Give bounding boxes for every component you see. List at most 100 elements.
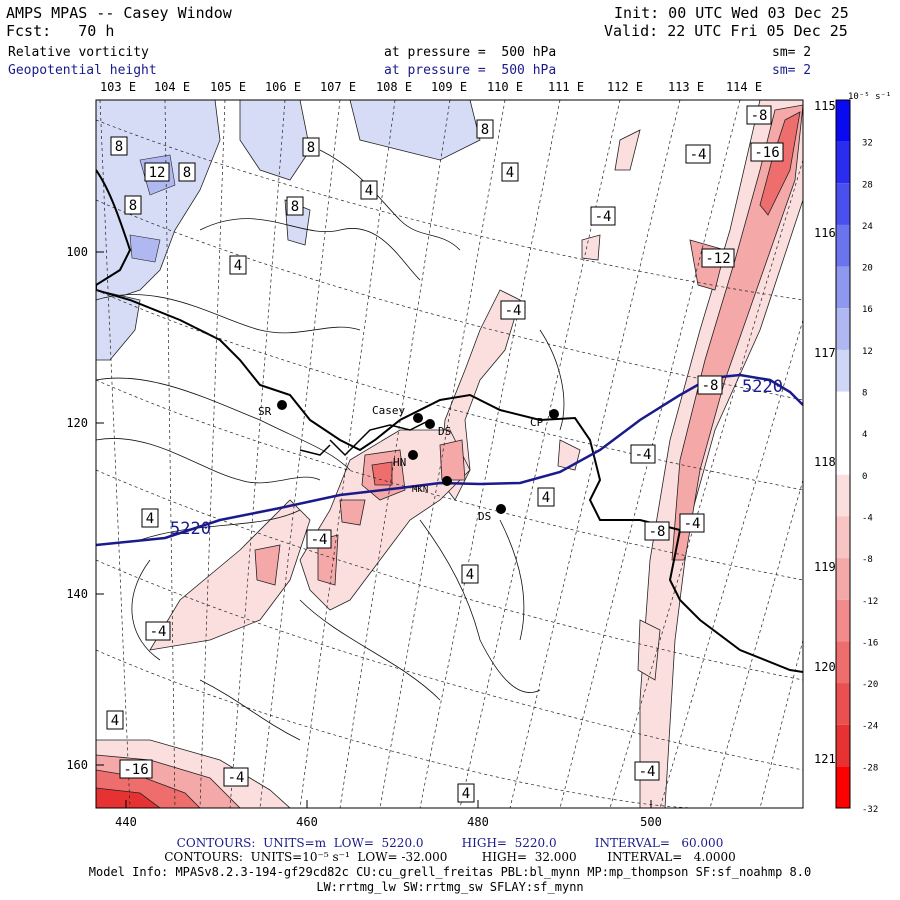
contour-label: -4 <box>679 513 705 533</box>
station-markers <box>277 400 559 514</box>
contour-label: 4 <box>461 564 479 584</box>
colorbar-tick: -24 <box>862 722 878 732</box>
colorbar-unit: 10⁻⁵ s⁻¹ <box>848 92 891 102</box>
colorbar-swatch <box>836 349 850 392</box>
y-tick-label: 120 <box>66 416 88 430</box>
contour-label: 4 <box>106 710 124 730</box>
contour-label: 4 <box>457 783 475 803</box>
colorbar-swatch <box>836 433 850 475</box>
field1-name: Relative vorticity <box>8 45 149 60</box>
contour-label: 4 <box>360 180 378 200</box>
contour-label: -8 <box>644 521 670 541</box>
contour-label: 12 <box>144 162 170 182</box>
y-tick-label: 140 <box>66 587 88 601</box>
svg-text:4: 4 <box>111 713 119 729</box>
svg-text:4: 4 <box>466 567 474 583</box>
colorbar-swatch <box>836 266 850 309</box>
colorbar-swatch <box>836 766 850 808</box>
colorbar-swatch <box>836 474 850 517</box>
svg-text:-16: -16 <box>123 762 148 778</box>
svg-text:-4: -4 <box>505 303 522 319</box>
contour-label: 8 <box>178 162 196 182</box>
contour-label: -16 <box>119 759 153 779</box>
contour-label: -4 <box>145 621 171 641</box>
station-label: DS <box>478 510 491 523</box>
contour-label: 4 <box>141 508 159 528</box>
top-lon-label: 103 E <box>100 80 136 94</box>
colorbar-tick: 8 <box>862 389 867 399</box>
svg-text:-4: -4 <box>684 516 701 532</box>
station-label: CP <box>530 416 544 429</box>
colorbar-swatch <box>836 724 850 767</box>
contour-label: -4 <box>223 767 249 787</box>
station-label: SR <box>258 405 272 418</box>
svg-text:-4: -4 <box>595 209 612 225</box>
station-label: MKN <box>412 485 428 495</box>
svg-text:8: 8 <box>291 199 299 215</box>
y-tick-label: 100 <box>66 245 88 259</box>
x-tick-label: 500 <box>640 815 662 829</box>
product-title: AMPS MPAS -- Casey Window <box>6 4 232 22</box>
colorbar-swatch <box>836 100 850 142</box>
svg-text:-4: -4 <box>228 770 245 786</box>
colorbar-tick: 20 <box>862 264 873 274</box>
svg-text:-4: -4 <box>150 624 167 640</box>
graticule <box>96 100 803 808</box>
contour-value-labels: 8 12 8 8 8 8 8 4 4 4 4 4 4 4 4 -4 -4 -4 -4 -4 -4 -4 -4 -4 -8 -8 -8… <box>106 105 784 803</box>
top-lon-label: 109 E <box>431 80 467 94</box>
svg-text:4: 4 <box>146 511 154 527</box>
init-time: Init: 00 UTC Wed 03 Dec 25 <box>614 4 849 22</box>
svg-text:-8: -8 <box>751 108 768 124</box>
colorbar-tick: 4 <box>862 430 867 440</box>
contour-label: -16 <box>750 142 784 162</box>
model-info: Model Info: MPASv8.2.3-194-gf29cd82c CU:… <box>88 865 812 879</box>
y-tick-label: 160 <box>66 758 88 772</box>
svg-text:12: 12 <box>149 165 166 181</box>
model-info-radiation: LW:rrtmg_lw SW:rrtmg_sw SFLAY:sf_mynn <box>316 880 584 894</box>
vorticity-contour-info: CONTOURS: UNITS=10⁻⁵ s⁻¹ LOW= -32.000 HI… <box>164 850 736 864</box>
colorbar-swatch <box>836 558 850 600</box>
vorticity-map: SR Casey DS HN MKN CP DS 5220 5220 812 88… <box>66 80 891 829</box>
field2-level: at pressure = 500 hPa <box>384 63 557 78</box>
top-lon-label: 107 E <box>320 80 356 94</box>
field1-level: at pressure = 500 hPa <box>384 45 557 60</box>
vorticity-contours <box>96 149 565 741</box>
colorbar-tick: 24 <box>862 222 873 232</box>
contour-label: 4 <box>229 255 247 275</box>
height-label: 5220 <box>170 519 211 539</box>
colorbar-tick: -16 <box>862 638 878 648</box>
colorbar: 32 28 24 20 16 12 8 4 0 -4 -8 -12 -16 -20 -24 -28 -32 <box>835 99 878 815</box>
svg-text:4: 4 <box>506 165 514 181</box>
colorbar-tick: 0 <box>862 472 867 482</box>
contour-label: -4 <box>306 529 332 549</box>
top-lon-label: 106 E <box>265 80 301 94</box>
field1-smoothing: sm= 2 <box>772 45 812 60</box>
svg-text:-4: -4 <box>311 532 328 548</box>
top-lon-label: 108 E <box>376 80 412 94</box>
station-label: HN <box>393 456 406 469</box>
svg-text:8: 8 <box>307 140 315 156</box>
station-label: Casey <box>372 404 405 417</box>
x-tick-label: 440 <box>115 815 137 829</box>
svg-text:8: 8 <box>183 165 191 181</box>
svg-text:4: 4 <box>365 183 373 199</box>
svg-text:-8: -8 <box>702 378 719 394</box>
x-tick-label: 480 <box>467 815 489 829</box>
contour-label: -12 <box>701 248 735 268</box>
svg-text:-12: -12 <box>705 251 730 267</box>
colorbar-tick: 32 <box>862 139 873 149</box>
svg-text:-4: -4 <box>639 764 656 780</box>
svg-text:-4: -4 <box>690 147 707 163</box>
contour-label: 8 <box>302 137 320 157</box>
contour-label: -4 <box>685 144 711 164</box>
colorbar-swatch <box>836 599 850 642</box>
colorbar-tick: -32 <box>862 805 878 815</box>
top-lon-label: 112 E <box>607 80 643 94</box>
contour-label: -4 <box>630 444 656 464</box>
top-lon-label: 114 E <box>726 80 762 94</box>
svg-text:8: 8 <box>129 198 137 214</box>
svg-text:-16: -16 <box>754 145 779 161</box>
negative-vorticity-shading <box>96 100 803 808</box>
field2-smoothing: sm= 2 <box>772 63 812 78</box>
colorbar-swatch <box>836 183 850 225</box>
